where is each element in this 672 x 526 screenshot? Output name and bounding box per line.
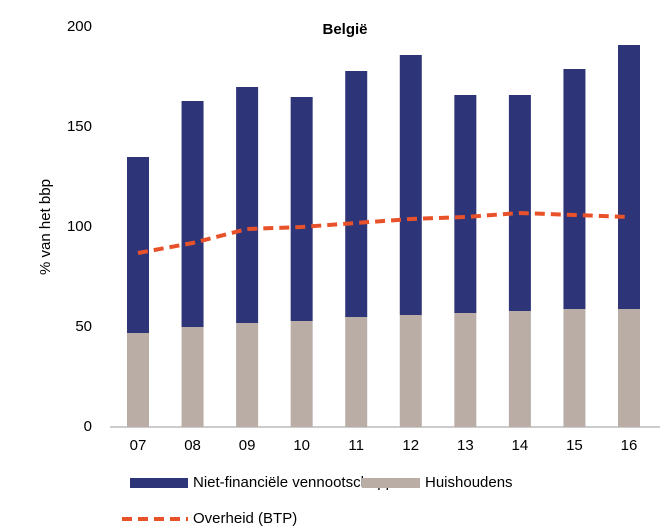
x-tick-label: 11 — [348, 437, 364, 454]
bar-segment — [236, 323, 259, 427]
legend-label: Niet-financiële vennootschappen — [193, 474, 411, 491]
x-tick-label: 10 — [293, 437, 310, 454]
bar-segment — [290, 97, 313, 321]
legend-label: Overheid (BTP) — [193, 510, 297, 526]
bar-segment — [399, 315, 422, 427]
x-tick-label: 12 — [402, 437, 419, 454]
legend-swatch — [130, 478, 188, 488]
y-tick-label: 50 — [75, 318, 92, 335]
bar-segment — [399, 55, 422, 315]
x-tick-label: 09 — [239, 437, 256, 454]
bar-segment — [181, 327, 204, 427]
y-tick-label: 200 — [67, 18, 92, 35]
bar-segment — [618, 45, 640, 309]
y-axis-label: % van het bbp — [37, 179, 54, 275]
bar-segment — [508, 95, 531, 311]
x-tick-label: 14 — [512, 437, 529, 454]
x-tick-label: 07 — [130, 437, 147, 454]
bar-segment — [345, 71, 368, 317]
bar-segment — [563, 309, 586, 427]
x-tick-label: 08 — [184, 437, 201, 454]
legend-swatch — [362, 478, 420, 488]
line-series — [137, 210, 630, 255]
x-tick-label: 15 — [566, 437, 583, 454]
bar-segment — [127, 333, 149, 427]
bar-segment — [563, 69, 586, 309]
y-tick-label: 100 — [67, 218, 92, 235]
bar-segment — [508, 311, 531, 427]
bar-segment — [127, 157, 149, 333]
chart-title: België — [322, 21, 367, 38]
bar-segment — [454, 313, 477, 427]
x-tick-label: 16 — [621, 437, 638, 454]
y-tick-label: 0 — [84, 418, 92, 435]
legend-label: Huishoudens — [425, 474, 513, 491]
bar-segment — [181, 101, 204, 327]
bar-segment — [290, 321, 313, 427]
bar-segment — [618, 309, 640, 427]
bar-segment — [345, 317, 368, 427]
x-tick-label: 13 — [457, 437, 474, 454]
bar-segment — [454, 95, 477, 313]
y-tick-label: 150 — [67, 118, 92, 135]
bar-segment — [236, 87, 259, 323]
